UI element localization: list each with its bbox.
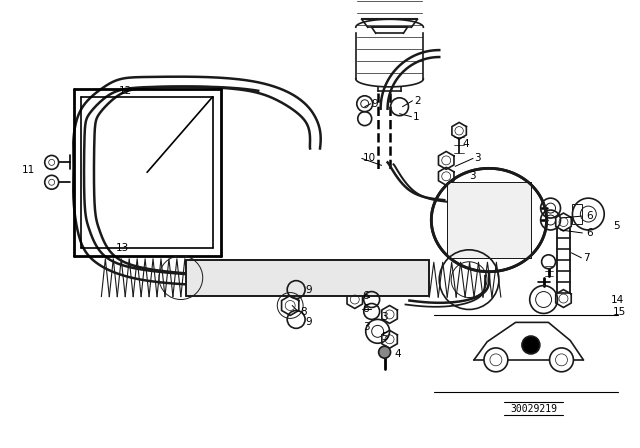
Text: 14: 14: [611, 294, 625, 305]
Bar: [572, 204, 582, 224]
Text: 6: 6: [363, 305, 369, 314]
Circle shape: [556, 354, 568, 366]
Text: 11: 11: [22, 165, 35, 175]
Circle shape: [490, 354, 502, 366]
Text: 3: 3: [363, 323, 369, 332]
Text: 6: 6: [586, 211, 593, 221]
Circle shape: [484, 348, 508, 372]
Text: 9: 9: [305, 284, 312, 295]
Text: 3: 3: [474, 153, 481, 164]
Text: 3: 3: [469, 171, 476, 181]
Text: 8: 8: [300, 307, 307, 318]
Text: 12: 12: [119, 86, 132, 96]
Bar: [186, 260, 429, 296]
Text: 30029219: 30029219: [510, 404, 557, 414]
Bar: [186, 260, 429, 296]
Text: 5: 5: [381, 332, 388, 342]
Text: 15: 15: [613, 307, 627, 318]
Text: 6: 6: [363, 291, 369, 301]
Text: 3: 3: [381, 312, 388, 323]
Text: 6: 6: [586, 228, 593, 238]
Text: 13: 13: [116, 243, 129, 253]
Bar: [447, 182, 531, 258]
Circle shape: [379, 346, 390, 358]
Bar: [447, 182, 531, 258]
Text: 7: 7: [583, 253, 590, 263]
Text: 9: 9: [372, 99, 378, 109]
Text: 5: 5: [613, 221, 620, 231]
Text: 1: 1: [412, 112, 419, 122]
Text: 2: 2: [415, 96, 421, 106]
Text: 10: 10: [363, 153, 376, 164]
Text: 4: 4: [462, 138, 468, 148]
Circle shape: [550, 348, 573, 372]
Circle shape: [522, 336, 540, 354]
Text: 4: 4: [394, 349, 401, 359]
Text: 9: 9: [305, 317, 312, 327]
